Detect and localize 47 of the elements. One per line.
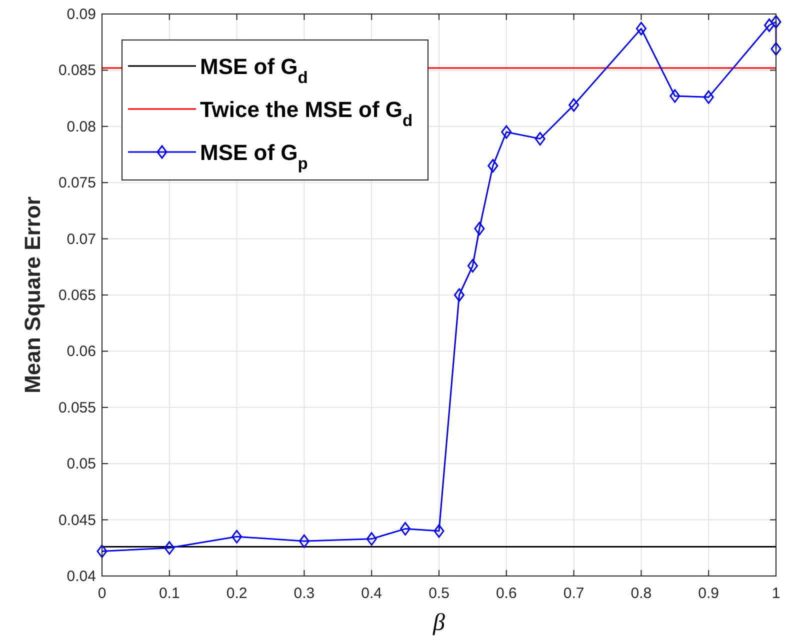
point: [232, 530, 242, 544]
legend-label: MSE of G$_{d}$: [200, 54, 308, 87]
x-tick-label: 0.7: [563, 585, 584, 602]
point: [454, 288, 464, 302]
point: [434, 524, 444, 538]
point: [764, 18, 775, 32]
x-tick-label: 0.4: [361, 585, 382, 602]
point: [366, 532, 377, 546]
y-tick-label: 0.04: [66, 568, 96, 585]
y-tick-label: 0.055: [58, 399, 96, 416]
y-tick-label: 0.045: [58, 512, 96, 529]
legend-label: MSE of G$_{p}$: [200, 140, 308, 173]
point: [474, 222, 485, 236]
point: [298, 534, 310, 548]
point: [568, 98, 580, 112]
legend-label: Twice the MSE of G$_{d}$: [200, 97, 413, 130]
point: [164, 541, 175, 555]
point: [488, 158, 498, 172]
point: [400, 522, 411, 536]
point: [534, 132, 546, 146]
x-tick-label: 0.3: [294, 585, 315, 602]
point: [467, 259, 478, 273]
point: [770, 15, 782, 29]
x-tick-label: 1: [772, 585, 780, 602]
point: [703, 90, 714, 104]
y-axis-title: Mean Square Error: [20, 196, 45, 394]
x-tick-label: 0.1: [158, 585, 180, 602]
x-tick-label: 0.2: [226, 585, 248, 602]
x-axis-title: β: [432, 610, 446, 636]
y-tick-label: 0.08: [66, 118, 96, 136]
x-tick-label: 0.8: [630, 585, 652, 602]
point: [670, 89, 680, 103]
y-tick-label: 0.06: [66, 343, 96, 360]
x-tick-label: 0: [98, 585, 106, 602]
y-tick-label: 0.085: [58, 62, 96, 80]
y-tick-label: 0.075: [58, 174, 96, 192]
y-tick-label: 0.065: [58, 287, 96, 304]
point: [636, 22, 646, 36]
point: [770, 42, 782, 56]
point: [96, 544, 108, 558]
x-tick-label: 0.9: [698, 585, 720, 602]
x-tick-label: 0.5: [428, 585, 450, 602]
x-tick-label: 0.6: [496, 585, 517, 602]
y-tick-label: 0.09: [66, 6, 96, 23]
y-tick-label: 0.05: [66, 456, 96, 473]
y-tick-label: 0.07: [66, 230, 96, 248]
point: [501, 125, 512, 139]
